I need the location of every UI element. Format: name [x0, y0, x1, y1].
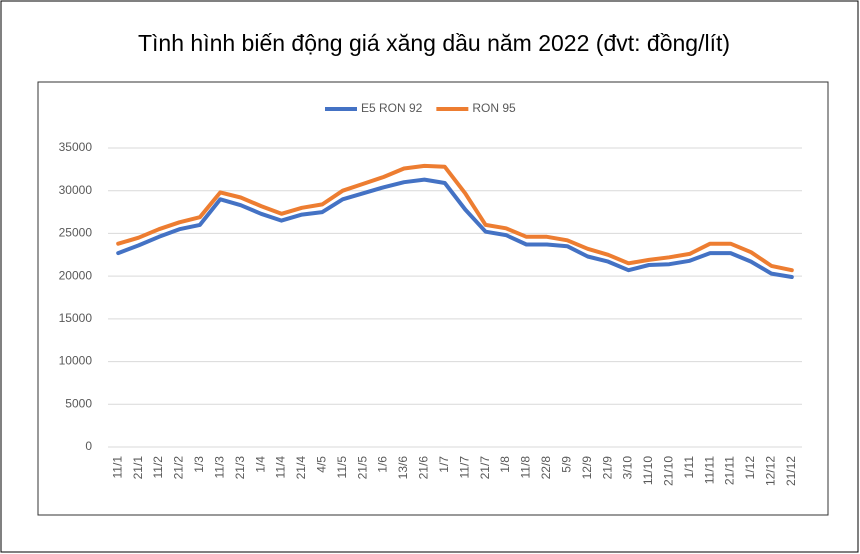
- x-tick-label: 11/5: [335, 456, 349, 479]
- x-tick-label: 21/4: [294, 456, 308, 480]
- x-tick-label: 11/2: [151, 456, 165, 479]
- x-tick-label: 1/12: [743, 456, 757, 480]
- x-tick-label: 3/10: [621, 456, 635, 480]
- data-line: [116, 177, 794, 279]
- x-tick-label: 1/11: [682, 456, 696, 479]
- x-tick-label: 21/5: [355, 456, 369, 480]
- y-tick-label: 5000: [65, 396, 92, 410]
- y-tick-label: 30000: [59, 183, 93, 197]
- x-tick-label: 21/10: [661, 456, 675, 486]
- x-tick-label: 21/3: [233, 456, 247, 480]
- x-tick-label: 11/8: [519, 456, 533, 479]
- y-tick-label: 35000: [59, 140, 93, 154]
- y-tick-label: 0: [85, 439, 92, 453]
- x-tick-label: 5/9: [559, 456, 573, 473]
- x-tick-label: 21/2: [172, 456, 186, 480]
- y-tick-label: 10000: [59, 354, 93, 368]
- x-tick-label: 11/3: [212, 456, 226, 479]
- x-tick-label: 4/5: [314, 456, 328, 473]
- x-tick-label: 21/1: [131, 456, 145, 480]
- data-line: [116, 163, 794, 273]
- x-tick-label: 21/9: [600, 456, 614, 480]
- x-tick-label: 1/8: [498, 456, 512, 473]
- y-tick-label: 20000: [59, 268, 93, 282]
- x-tick-label: 21/12: [784, 456, 798, 486]
- x-tick-label: 21/11: [723, 456, 737, 485]
- chart-title: Tình hình biến động giá xăng dầu năm 202…: [138, 30, 730, 56]
- x-tick-label: 21/7: [478, 456, 492, 480]
- legend-label: E5 RON 92: [361, 101, 423, 115]
- x-tick-label: 21/6: [417, 456, 431, 480]
- legend: E5 RON 92 RON 95: [325, 101, 516, 115]
- x-tick-label: 11/1: [110, 456, 124, 479]
- x-tick-label: 22/8: [539, 456, 553, 480]
- x-tick-label: 1/7: [437, 456, 451, 473]
- x-tick-label: 11/11: [702, 456, 716, 485]
- x-tick-label: 11/4: [274, 456, 288, 479]
- x-tick-label: 1/4: [253, 456, 267, 473]
- y-tick-label: 25000: [59, 226, 93, 240]
- y-tick-label: 15000: [59, 311, 93, 325]
- x-tick-label: 13/6: [396, 456, 410, 480]
- x-tick-label: 1/6: [376, 456, 390, 473]
- x-tick-label: 11/10: [641, 456, 655, 485]
- x-tick-label: 11/7: [457, 456, 471, 479]
- x-tick-label: 1/3: [192, 456, 206, 473]
- legend-label: RON 95: [472, 101, 516, 115]
- x-tick-label: 12/12: [764, 456, 778, 486]
- x-tick-label: 12/9: [580, 456, 594, 480]
- plot-frame: [37, 81, 829, 516]
